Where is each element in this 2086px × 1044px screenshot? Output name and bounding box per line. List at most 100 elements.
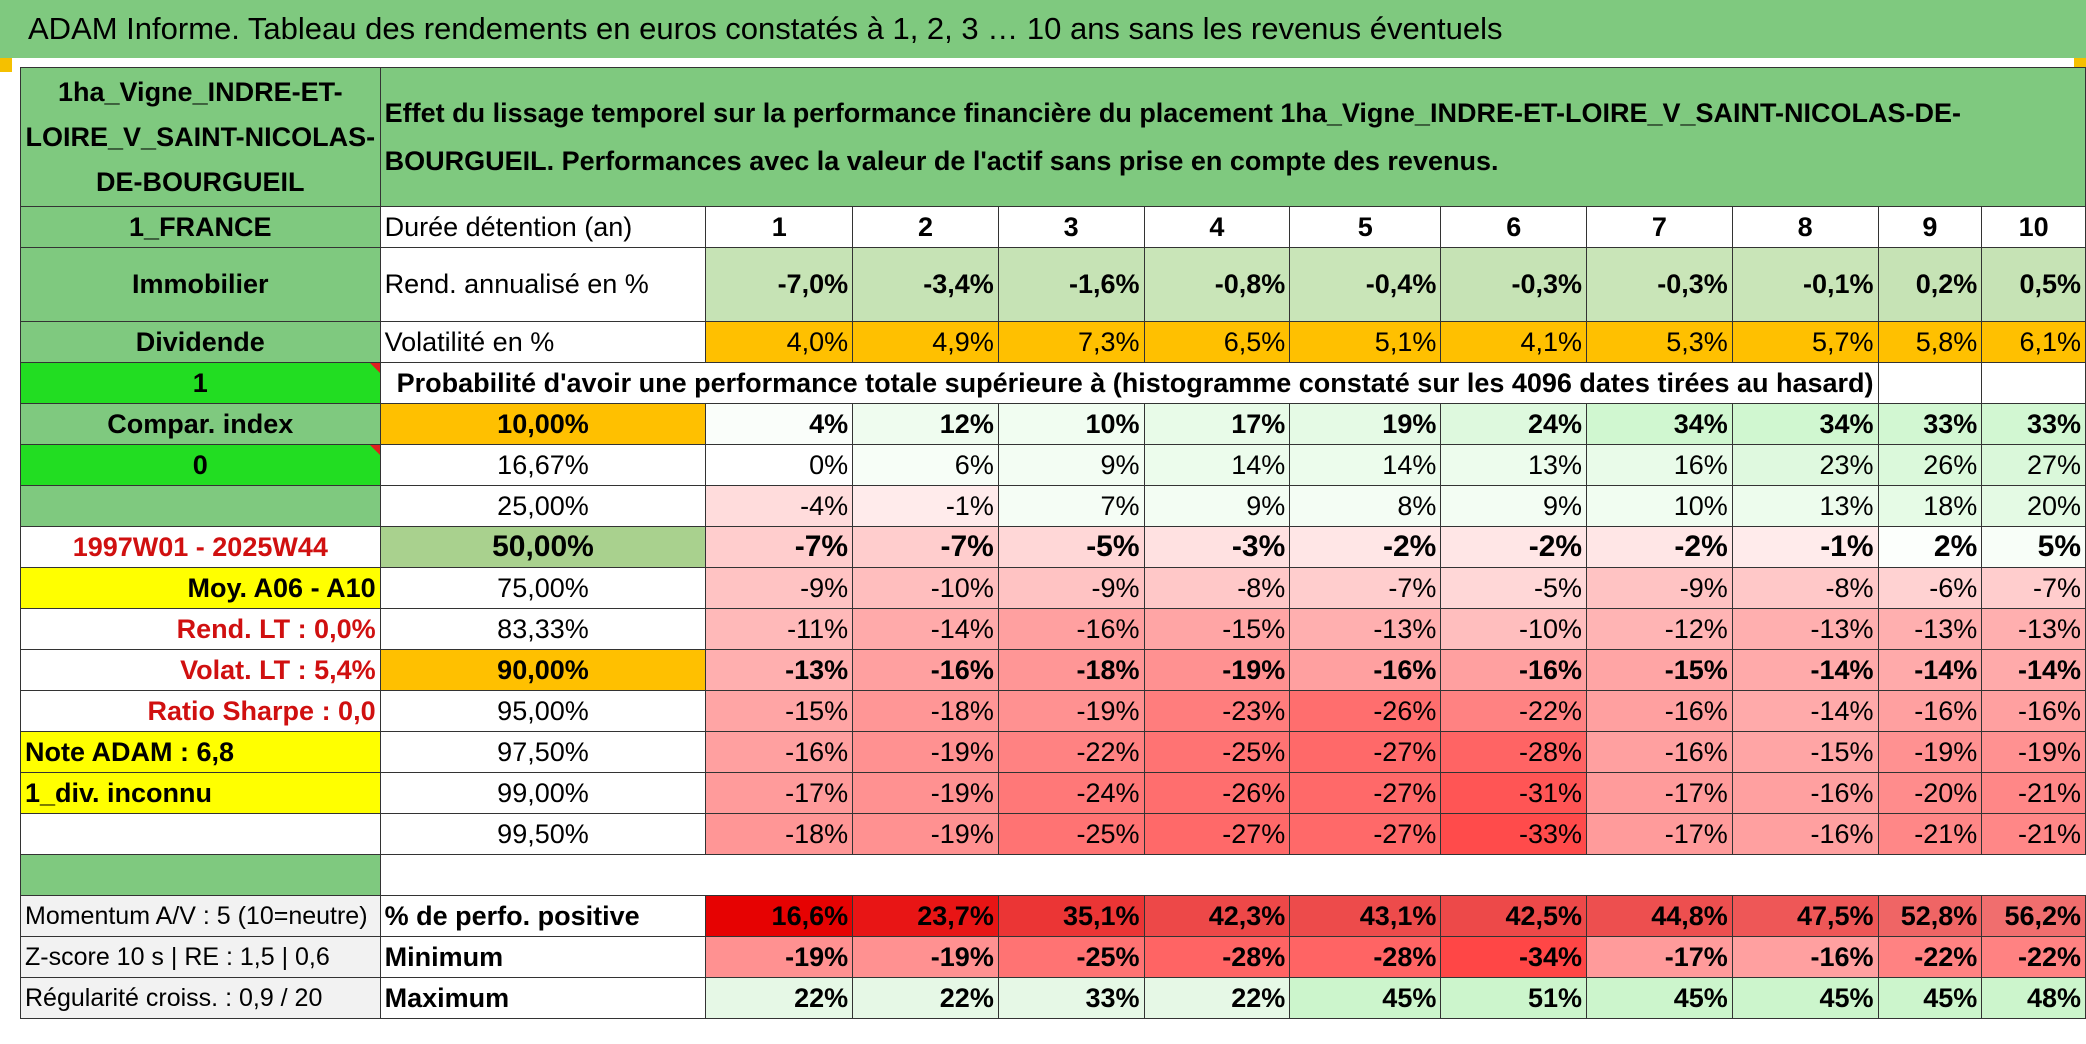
pos-value: 42,3% [1143, 895, 1291, 937]
country-cell: 1_FRANCE [20, 206, 381, 248]
annualized-return-cell: -0,4% [1289, 247, 1442, 322]
quantile-value: -6% [1877, 567, 1983, 609]
min-value: -22% [1981, 936, 2086, 978]
table-body: 1ha_Vigne_INDRE-ET-LOIRE_V_SAINT-NICOLAS… [20, 67, 2086, 1019]
quantile-value: 16% [1586, 444, 1733, 486]
year-header: 5 [1289, 206, 1442, 248]
min-value: -28% [1289, 936, 1442, 978]
year-header: 10 [1981, 206, 2086, 248]
min-value: -16% [1731, 936, 1879, 978]
probability-title: Probabilité d'avoir une performance tota… [379, 362, 1879, 404]
note-adam-cell: Note ADAM : 6,8 [20, 731, 381, 773]
quantile-value: -7% [852, 526, 999, 568]
quantile-value: -2% [1440, 526, 1588, 568]
category-cell: Immobilier [20, 247, 381, 322]
annualized-return-cell: -0,8% [1143, 247, 1291, 322]
year-header: 2 [852, 206, 999, 248]
quantile-label: 10,00% [379, 403, 707, 445]
quantile-value: -2% [1289, 526, 1442, 568]
durations-label: Durée détention (an) [379, 206, 707, 248]
quantile-value: -7% [1289, 567, 1442, 609]
max-value: 51% [1440, 977, 1588, 1019]
quantile-value: -27% [1289, 731, 1442, 773]
quantile-value: -16% [1440, 649, 1588, 691]
blank-cell [1877, 362, 1983, 404]
quantile-value: 26% [1877, 444, 1983, 486]
max-value: 45% [1731, 977, 1879, 1019]
year-header: 1 [705, 206, 854, 248]
quantile-value: -27% [1289, 813, 1442, 855]
quantile-value: 9% [1440, 485, 1588, 527]
quantile-value: -8% [1143, 567, 1291, 609]
min-value: -34% [1440, 936, 1588, 978]
volatility-cell: 6,5% [1143, 321, 1291, 363]
quantile-value: 5% [1981, 526, 2086, 568]
quantile-label: 99,50% [379, 813, 707, 855]
annualized-return-cell: -3,4% [852, 247, 999, 322]
volatility-cell: 7,3% [997, 321, 1145, 363]
quantile-value: -9% [1586, 567, 1733, 609]
quantile-value: -16% [1586, 690, 1733, 732]
quantile-value: 34% [1586, 403, 1733, 445]
quantile-label: 16,67% [379, 444, 707, 486]
quantile-value: -23% [1143, 690, 1291, 732]
quantile-value: -19% [852, 772, 999, 814]
quantile-row: 1_div. inconnu 99,00% -17% -19% -24% -26% -27%… [20, 772, 2086, 814]
quantile-value: 13% [1731, 485, 1879, 527]
max-value: 33% [997, 977, 1145, 1019]
quantile-value: 9% [997, 444, 1145, 486]
quantile-value: -14% [1731, 649, 1879, 691]
quantile-value: 34% [1731, 403, 1879, 445]
quantile-value: -9% [997, 567, 1145, 609]
blank-cell [379, 854, 2086, 896]
quantile-value: -8% [1731, 567, 1879, 609]
quantile-value: -14% [1877, 649, 1983, 691]
quantile-value: -15% [705, 690, 854, 732]
quantile-value: 10% [997, 403, 1145, 445]
quantile-value: -19% [852, 813, 999, 855]
volatility-cell: 4,0% [705, 321, 854, 363]
pos-value: 23,7% [852, 895, 999, 937]
min-value: -22% [1877, 936, 1983, 978]
quantile-value: -19% [1877, 731, 1983, 773]
min-value: -17% [1586, 936, 1733, 978]
positive-perf-label: % de perfo. positive [379, 895, 707, 937]
quantile-value: -15% [1586, 649, 1733, 691]
quantile-value: 8% [1289, 485, 1442, 527]
max-value: 45% [1289, 977, 1442, 1019]
quantile-value: -18% [705, 813, 854, 855]
quantile-value: 6% [852, 444, 999, 486]
annualized-return-cell: -1,6% [997, 247, 1145, 322]
quantile-value: -16% [1981, 690, 2086, 732]
max-value: 45% [1877, 977, 1983, 1019]
volatility-cell: 5,3% [1586, 321, 1733, 363]
spacer-row [20, 854, 2086, 896]
min-value: -19% [705, 936, 854, 978]
quantile-value: -16% [705, 731, 854, 773]
quantile-value: -26% [1289, 690, 1442, 732]
min-value: -25% [997, 936, 1145, 978]
pos-value: 47,5% [1731, 895, 1879, 937]
quantile-row: Note ADAM : 6,8 97,50% -16% -19% -22% -25% -27… [20, 731, 2086, 773]
quantile-value: 14% [1143, 444, 1291, 486]
quantile-value: 0% [705, 444, 854, 486]
quantile-row: Compar. index 10,00% 4% 12% 10% 17% 19% 24% 34% 3… [20, 403, 2086, 445]
quantile-value: -1% [1731, 526, 1879, 568]
quantile-value: -18% [852, 690, 999, 732]
max-value: 45% [1586, 977, 1733, 1019]
pos-value: 16,6% [705, 895, 854, 937]
quantile-value: -17% [705, 772, 854, 814]
quantile-value: -22% [997, 731, 1145, 773]
maximum-label: Maximum [379, 977, 707, 1019]
quantile-value: -4% [705, 485, 854, 527]
max-value: 22% [852, 977, 999, 1019]
quantile-value: -16% [1877, 690, 1983, 732]
quantile-row: Ratio Sharpe : 0,0 95,00% -15% -18% -19% -23%… [20, 690, 2086, 732]
quantile-value: 9% [1143, 485, 1291, 527]
volat-lt-cell: Volat. LT : 5,4% [20, 649, 381, 691]
minimum-label: Minimum [379, 936, 707, 978]
pos-value: 43,1% [1289, 895, 1442, 937]
quantile-value: -13% [1877, 608, 1983, 650]
quantile-value: 27% [1981, 444, 2086, 486]
quantile-row: 0 16,67% 0% 6% 9% 14% 14% 13% 16% 23% 26% 27% [20, 444, 2086, 486]
